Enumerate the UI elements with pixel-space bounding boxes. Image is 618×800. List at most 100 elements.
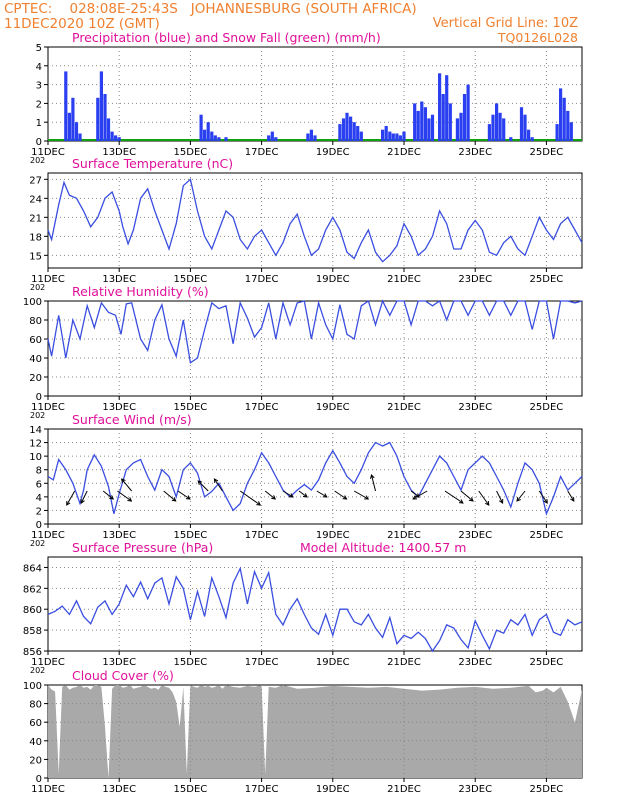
precip-title: Precipitation (blue) and Snow Fall (gree… — [72, 30, 381, 45]
wind-ytick-label-6: 12 — [29, 439, 42, 450]
precip-bar-15 — [210, 131, 214, 141]
wind-vector-5 — [163, 490, 177, 502]
precip-bar-42 — [423, 107, 427, 141]
wind-vector-15 — [353, 490, 369, 500]
wind-vector-head-11 — [288, 493, 294, 498]
precip-bar-19 — [267, 135, 271, 141]
wind-xtick-label-4: 19DEC — [316, 530, 350, 541]
cloud-ytick-label-2: 40 — [29, 737, 42, 748]
wind-xtick-label-0: 11DEC — [31, 530, 65, 541]
wind-vector-head-15 — [364, 495, 370, 500]
precip-bar-17 — [217, 137, 221, 141]
precip-xtick-label-4: 19DEC — [316, 147, 350, 158]
precip-bar-26 — [341, 118, 346, 141]
pressure-series-line — [47, 566, 583, 653]
precip-bar-16 — [213, 135, 217, 141]
precip-bar-22 — [306, 133, 310, 141]
wind-vector-20 — [460, 490, 474, 502]
wind-title: Surface Wind (m/s) — [72, 412, 192, 427]
temp-year-stub: 202 — [30, 283, 45, 292]
wind-vector-25 — [567, 490, 575, 502]
precip-bar-56 — [498, 112, 502, 141]
wind-vector-head-14 — [342, 495, 348, 500]
precip-bar-51 — [462, 94, 467, 141]
pressure-xtick-label-4: 19DEC — [316, 657, 350, 668]
cloud-xtick-label-1: 13DEC — [102, 784, 136, 795]
precip-bar-40 — [416, 110, 420, 141]
precip-bar-61 — [527, 129, 531, 141]
precip-bar-21 — [274, 137, 278, 141]
pressure-frame — [47, 556, 583, 652]
wind-vector-head-20 — [468, 497, 474, 502]
precip-bar-36 — [395, 133, 399, 141]
precip-bar-14 — [206, 122, 210, 141]
temp-xtick-label-5: 21DEC — [387, 274, 421, 285]
precip-bar-47 — [445, 75, 449, 141]
precip-bar-55 — [495, 103, 499, 141]
rh-ytick-label-5: 100 — [23, 297, 42, 308]
cloud-ytick-label-0: 0 — [36, 774, 42, 785]
precip-bar-25 — [338, 124, 342, 141]
cloud-xtick-label-7: 25DEC — [530, 784, 564, 795]
pressure-annotation: Model Altitude: 1400.57 m — [300, 540, 466, 555]
precip-ytick-label-1: 1 — [36, 118, 42, 129]
cloud-area — [48, 685, 582, 778]
temp-title: Surface Temperature (nC) — [72, 156, 233, 171]
precip-bar-3 — [74, 122, 79, 141]
pressure-xtick-label-0: 11DEC — [31, 657, 65, 668]
rh-ytick-label-4: 80 — [29, 316, 42, 327]
pressure-xtick-label-5: 21DEC — [387, 657, 421, 668]
precip-bar-54 — [491, 114, 495, 141]
wind-vector-head-25 — [570, 496, 575, 502]
wind-vector-18 — [412, 490, 428, 500]
wind-vector-7 — [197, 480, 209, 492]
pressure-year-stub: 202 — [30, 666, 45, 675]
precip-xtick-label-2: 15DEC — [174, 147, 208, 158]
precip-bar-48 — [448, 103, 452, 141]
precip-bar-23 — [309, 129, 313, 141]
wind-ytick-label-3: 6 — [36, 479, 42, 490]
precip-bar-53 — [487, 124, 491, 141]
temp-xtick-label-1: 13DEC — [102, 274, 136, 285]
wind-vector-head-7 — [197, 480, 203, 485]
precip-bar-34 — [388, 131, 392, 141]
precip-bar-58 — [509, 137, 513, 141]
precip-bar-49 — [455, 118, 459, 141]
precip-bar-10 — [114, 135, 118, 141]
wind-vector-14 — [334, 490, 347, 500]
cloud-xtick-label-0: 11DEC — [31, 784, 65, 795]
wind-vector-9 — [239, 490, 261, 506]
precip-bar-8 — [106, 118, 111, 141]
rh-xtick-label-6: 23DEC — [458, 402, 492, 413]
precip-bar-37 — [398, 135, 402, 141]
rh-year-stub: 202 — [30, 411, 45, 420]
cloud-xtick-label-6: 23DEC — [458, 784, 492, 795]
wind-vector-head-12 — [302, 493, 308, 498]
precip-bar-29 — [352, 122, 356, 141]
wind-vector-13 — [316, 490, 328, 498]
temp-ytick-label-0: 15 — [29, 251, 42, 262]
wind-xtick-label-6: 23DEC — [458, 530, 492, 541]
temp-frame — [47, 172, 583, 269]
precip-bar-64 — [559, 88, 563, 141]
wind-ytick-label-7: 14 — [29, 425, 42, 436]
precip-bar-31 — [359, 131, 363, 141]
wind-xtick-label-1: 13DEC — [102, 530, 136, 541]
header-code: TQ0126L028 — [497, 30, 578, 45]
temp-xtick-label-0: 11DEC — [31, 274, 65, 285]
precip-year-stub: 202 — [30, 156, 45, 165]
precip-bar-38 — [402, 131, 406, 141]
pressure-ytick-label-1: 858 — [23, 626, 42, 637]
precip-xtick-label-5: 21DEC — [387, 147, 421, 158]
precip-bar-5 — [96, 97, 100, 141]
wind-vector-head-6 — [185, 495, 191, 500]
wind-ytick-label-0: 0 — [36, 520, 42, 531]
precip-bar-57 — [502, 118, 506, 141]
precip-bar-1 — [67, 112, 71, 141]
precip-xtick-label-6: 23DEC — [458, 147, 492, 158]
temp-xtick-label-7: 25DEC — [530, 274, 564, 285]
temp-xtick-label-6: 23DEC — [458, 274, 492, 285]
precip-bar-0 — [64, 71, 68, 141]
precip-bar-59 — [519, 107, 524, 141]
precip-xtick-label-0: 11DEC — [31, 147, 65, 158]
